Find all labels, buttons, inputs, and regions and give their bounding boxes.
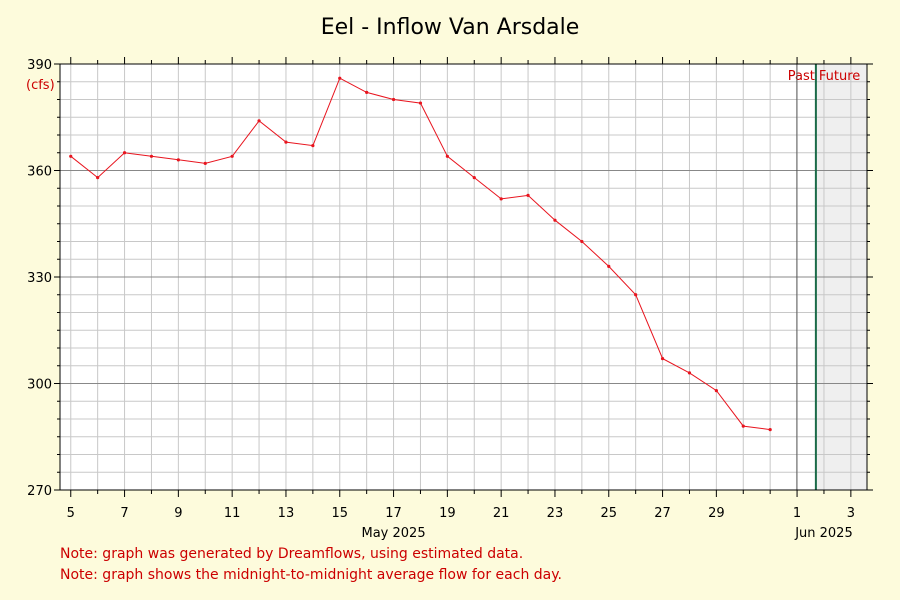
data-point [257,119,261,123]
data-point [311,144,315,148]
x-tick-label: 25 [600,506,617,521]
month-label: May 2025 [362,526,426,541]
data-point [553,218,557,222]
data-point [418,101,423,105]
y-tick-label: 270 [27,484,52,499]
x-tick-label: 11 [224,506,241,521]
data-point [768,428,772,432]
series-group [69,76,772,432]
month-label: Jun 2025 [794,526,853,541]
note-average-flow: Note: graph shows the midnight-to-midnig… [60,567,562,583]
x-tick-label: 23 [547,506,564,521]
x-tick-label: 27 [654,506,671,521]
data-point [176,158,180,162]
data-point [741,424,745,428]
data-point [230,154,234,158]
x-tick-label: 13 [278,506,295,521]
x-tick-label: 9 [174,506,182,521]
data-point [96,176,100,180]
data-point [69,154,73,158]
data-point [284,140,288,144]
data-point [365,90,369,94]
x-tick-label: 19 [439,506,456,521]
past-label: Past [788,69,815,84]
x-tick-label: 1 [793,506,801,521]
x-tick-label: 21 [493,506,510,521]
x-tick-label: 29 [708,506,725,521]
data-point [714,389,718,393]
x-tick-label: 15 [331,506,348,521]
now-marker: Past Future [788,64,860,490]
data-point [472,176,476,180]
chart-title: Eel - Inflow Van Arsdale [321,15,580,40]
data-point [203,161,207,165]
x-tick-label: 5 [67,506,75,521]
data-point [445,154,449,158]
data-point [391,97,396,102]
y-tick-label: 360 [27,165,52,180]
x-tick-label: 3 [847,506,855,521]
x-tick-label: 17 [385,506,402,521]
data-point [526,193,530,197]
y-tick-label: 330 [27,271,52,286]
note-estimated-data: Note: graph was generated by Dreamflows,… [60,546,523,562]
data-point [634,293,638,297]
data-point [660,357,665,361]
y-axis-unit: (cfs) [26,78,55,93]
y-tick-label: 390 [27,58,52,73]
data-point [580,239,584,244]
data-point [338,76,342,80]
y-tick-label: 300 [27,378,52,393]
data-point [122,151,127,155]
x-tick-label: 7 [120,506,128,521]
data-point [607,264,611,268]
data-point [149,154,154,158]
axes [54,57,873,497]
future-label: Future [819,69,860,84]
data-point [687,371,692,375]
data-point [499,197,503,201]
